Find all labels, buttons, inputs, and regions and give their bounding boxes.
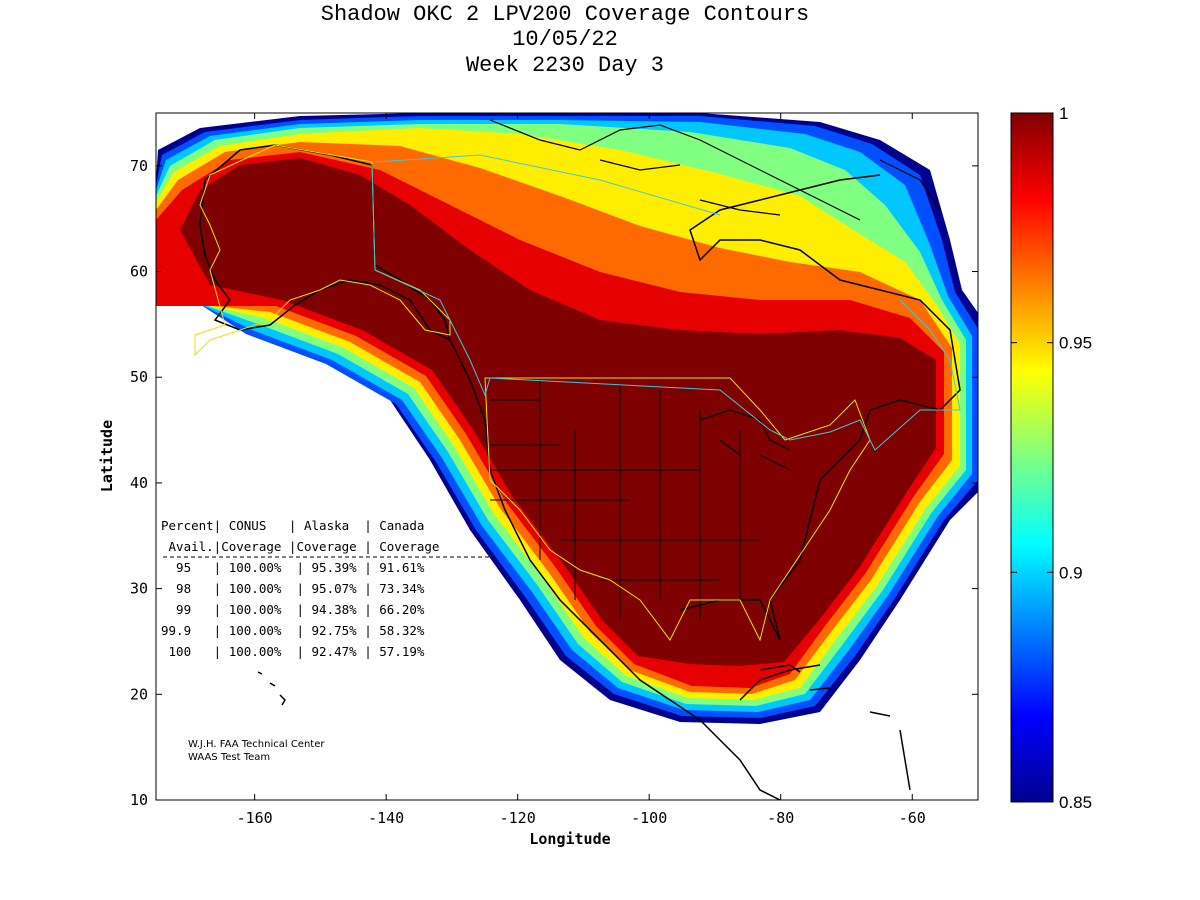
table-row: 98 | 100.00% | 95.07% | 73.34% (161, 581, 425, 596)
table-row: 100 | 100.00% | 92.47% | 57.19% (161, 644, 425, 659)
coverage-contours (156, 113, 978, 724)
credit-line-2: WAAS Test Team (188, 752, 270, 763)
colorbar-tick-label: 0.9 (1059, 563, 1083, 582)
x-tick-label: -100 (631, 809, 667, 827)
y-tick-label: 40 (130, 474, 148, 492)
great-lakes (699, 409, 791, 471)
colorbar-tick-label: 0.95 (1059, 334, 1092, 353)
x-tick-label: -80 (767, 809, 794, 827)
alaska-boundary (194, 144, 451, 357)
arctic-islands (489, 119, 941, 221)
y-axis-label: Latitude (98, 420, 116, 492)
y-tick-label: 60 (130, 263, 148, 281)
plot-frame (155, 112, 979, 801)
coastlines (199, 119, 961, 800)
canada-boundary (371, 154, 961, 451)
map-week-day: Week 2230 Day 3 (465, 53, 665, 78)
table-row: 99.9 | 100.00% | 92.75% | 58.32% (161, 623, 425, 638)
alaska-coast (199, 144, 452, 342)
y-tick-label: 10 (130, 791, 148, 809)
table-header-2: Avail.|Coverage |Coverage | Coverage (161, 539, 439, 554)
y-axis: 10 20 30 40 50 60 70 (130, 157, 978, 809)
x-axis-label: Longitude (529, 830, 610, 848)
table-row: 99 | 100.00% | 94.38% | 66.20% (161, 602, 425, 617)
colorbar-tick-label: 0.85 (1059, 793, 1092, 812)
colorbar-tick-label: 1 (1059, 104, 1068, 123)
caribbean-islands (759, 664, 911, 791)
us-state-grid (490, 380, 760, 620)
conus-boundary (484, 377, 871, 642)
table-header-1: Percent| CONUS | Alaska | Canada (161, 518, 424, 533)
y-tick-label: 20 (130, 685, 148, 703)
y-tick-label: 30 (130, 580, 148, 598)
hawaii-islands (257, 671, 286, 706)
service-boundaries (194, 144, 961, 642)
x-tick-label: -160 (237, 809, 273, 827)
y-tick-label: 70 (130, 157, 148, 175)
coverage-table: Percent| CONUS | Alaska | Canada Avail.|… (161, 518, 495, 659)
map-date: 10/05/22 (512, 27, 618, 52)
x-tick-label: -120 (500, 809, 536, 827)
map-title: Shadow OKC 2 LPV200 Coverage Contours (320, 2, 810, 27)
x-tick-label: -140 (368, 809, 404, 827)
credit-line-1: W.J.H. FAA Technical Center (188, 739, 325, 750)
x-axis: -160 -140 -120 -100 -80 -60 (237, 113, 926, 827)
colorbar (1010, 112, 1054, 803)
x-tick-label: -60 (899, 809, 926, 827)
north-america-coast (449, 174, 961, 800)
colorbar-ticks: 1 0.95 0.9 0.85 (1011, 104, 1092, 812)
y-tick-label: 50 (130, 368, 148, 386)
table-row: 95 | 100.00% | 95.39% | 91.61% (161, 560, 425, 575)
